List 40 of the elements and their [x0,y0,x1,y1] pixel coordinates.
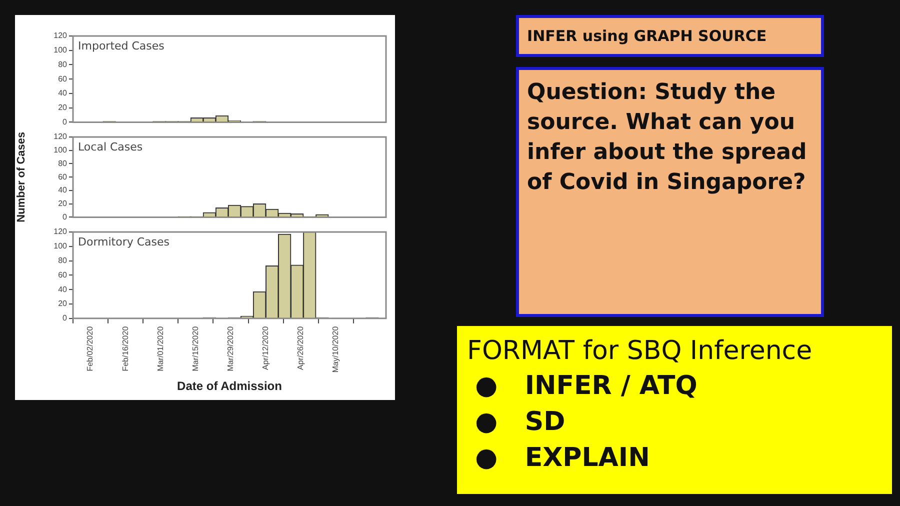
y-tick-label: 40 [58,284,68,294]
text: ● SD [475,406,566,439]
x-tick-label: Apr/26/2020 [296,326,306,370]
y-tick-label: 20 [58,103,68,112]
y-tick-label: 100 [54,242,68,251]
text: INFER using GRAPH SOURCE [516,15,824,57]
y-tick-label: 100 [54,146,68,155]
y-tick-label: 120 [54,132,68,142]
x-tick-label: Mar/29/2020 [226,326,235,372]
text: Question: Study the source. What can you infer about the spread of Covid in Singapore? [516,67,824,317]
y-tick-label: 20 [58,299,68,308]
y-tick-label: 80 [58,60,68,69]
x-axis-title: Date of Admission [177,379,282,394]
x-tick-label: Mar/01/2020 [156,326,165,372]
x-tick-label: May/10/2020 [331,326,340,373]
y-tick-label: 80 [58,256,68,265]
x-tick-label: Mar/15/2020 [190,326,200,372]
y-tick-label: 0 [62,117,68,126]
y-tick-label: 40 [58,88,68,98]
chart-title: Dormitory Cases [78,235,170,248]
y-tick-label: 60 [58,74,68,84]
y-tick-label: 120 [54,31,68,40]
y-tick-label: 0 [62,314,68,323]
y-tick-label: 20 [58,199,68,208]
y-tick-label: 120 [54,227,68,236]
x-tick-label: Feb/16/2020 [120,326,130,372]
y-tick-label: 40 [58,186,68,195]
x-tick-label: Feb/02/2020 [86,326,95,372]
y-tick-label: 0 [62,212,68,222]
chart-title: Imported Cases [78,39,165,52]
y-tick-label: 60 [58,270,68,280]
x-tick-label: Apr/12/2020 [261,326,270,370]
y-axis-title: Number of Cases [16,132,28,222]
text: ● EXPLAIN [475,442,651,475]
text: FORMAT for SBQ Inference [467,336,814,366]
y-tick-label: 100 [54,46,68,55]
chart-title: Local Cases [78,140,143,154]
text: ● INFER / ATQ [475,370,698,403]
y-tick-label: 60 [58,172,68,182]
y-tick-label: 80 [58,158,68,168]
